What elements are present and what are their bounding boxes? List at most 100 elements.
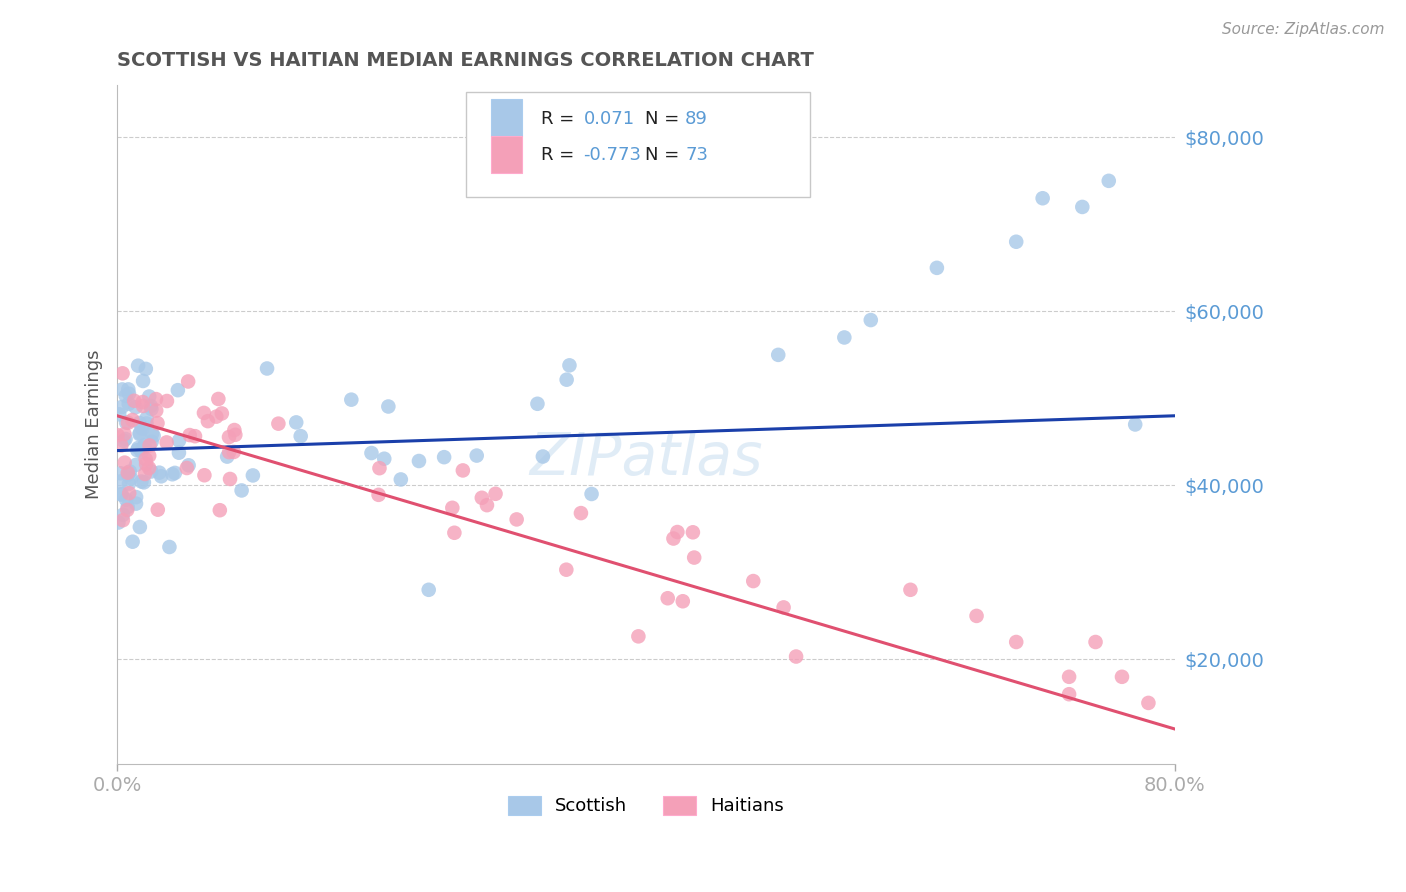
Point xyxy=(581,487,603,501)
Point xyxy=(742,574,765,588)
Point xyxy=(859,313,882,327)
Point xyxy=(531,450,554,464)
Point xyxy=(111,513,134,527)
Text: Source: ZipAtlas.com: Source: ZipAtlas.com xyxy=(1222,22,1385,37)
Point xyxy=(657,591,679,606)
Point xyxy=(433,450,456,465)
Point xyxy=(131,395,153,409)
Point xyxy=(768,348,790,362)
Point xyxy=(785,649,807,664)
Point xyxy=(162,467,184,482)
Point xyxy=(107,428,129,442)
Point xyxy=(141,434,163,449)
Point xyxy=(389,473,412,487)
Point xyxy=(114,456,136,470)
Point xyxy=(156,394,179,409)
Point xyxy=(112,434,135,448)
Point xyxy=(1071,200,1094,214)
Point xyxy=(267,417,290,431)
Point xyxy=(110,487,132,501)
Point xyxy=(131,475,153,489)
Point xyxy=(569,506,592,520)
Point xyxy=(118,386,141,401)
Point xyxy=(110,467,132,481)
Point xyxy=(256,361,278,376)
Point xyxy=(505,512,527,526)
Legend: Scottish, Haitians: Scottish, Haitians xyxy=(501,789,792,822)
Point xyxy=(118,397,141,411)
Point xyxy=(135,411,157,425)
Point xyxy=(167,434,190,448)
Point xyxy=(146,416,169,430)
Point xyxy=(142,429,165,443)
Point xyxy=(110,475,132,489)
FancyBboxPatch shape xyxy=(491,99,522,136)
Point xyxy=(159,540,181,554)
Point xyxy=(555,373,578,387)
Point xyxy=(1123,417,1146,432)
Point xyxy=(465,449,488,463)
Point xyxy=(418,582,440,597)
Point xyxy=(138,390,160,404)
Point xyxy=(224,427,246,442)
Point xyxy=(127,443,149,458)
Point xyxy=(117,383,139,397)
Y-axis label: Median Earnings: Median Earnings xyxy=(86,350,103,500)
Point xyxy=(834,330,856,344)
Text: SCOTTISH VS HAITIAN MEDIAN EARNINGS CORRELATION CHART: SCOTTISH VS HAITIAN MEDIAN EARNINGS CORR… xyxy=(117,51,814,70)
Point xyxy=(208,503,231,517)
Text: -0.773: -0.773 xyxy=(583,146,641,164)
Point xyxy=(139,399,162,413)
Point xyxy=(127,359,149,373)
Point xyxy=(167,446,190,460)
Point xyxy=(900,582,922,597)
Point xyxy=(217,450,239,464)
Point xyxy=(145,403,167,417)
Point xyxy=(1005,235,1028,249)
Point xyxy=(207,392,229,406)
Point xyxy=(117,466,139,480)
Text: R =: R = xyxy=(541,146,581,164)
Point xyxy=(118,465,141,479)
Point xyxy=(132,441,155,455)
Point xyxy=(138,449,160,463)
Point xyxy=(1057,687,1080,701)
Point xyxy=(135,457,157,471)
Point xyxy=(484,487,506,501)
Point xyxy=(211,407,233,421)
Point xyxy=(117,467,139,482)
Point xyxy=(1111,670,1133,684)
Point xyxy=(124,401,146,415)
Point xyxy=(231,483,253,498)
Point xyxy=(1098,174,1121,188)
Point xyxy=(156,435,179,450)
Point xyxy=(121,413,143,427)
Point xyxy=(683,550,706,565)
Point xyxy=(132,399,155,413)
Point xyxy=(125,490,148,504)
Point xyxy=(114,427,136,442)
Point xyxy=(367,488,389,502)
Point xyxy=(135,417,157,431)
Text: 89: 89 xyxy=(685,111,709,128)
Point xyxy=(672,594,695,608)
Point xyxy=(177,458,200,473)
Point xyxy=(471,491,494,505)
FancyBboxPatch shape xyxy=(467,92,810,197)
Point xyxy=(114,432,136,446)
Point xyxy=(475,498,498,512)
Point xyxy=(368,461,391,475)
Point xyxy=(118,486,141,500)
Point xyxy=(772,600,794,615)
Point xyxy=(132,374,155,388)
Point xyxy=(128,426,150,441)
Point xyxy=(218,445,240,459)
Point xyxy=(134,467,156,481)
Point xyxy=(184,429,207,443)
Point xyxy=(218,430,240,444)
Point xyxy=(111,508,134,522)
Point xyxy=(125,497,148,511)
Point xyxy=(138,461,160,475)
Point xyxy=(138,438,160,452)
Point xyxy=(197,414,219,428)
